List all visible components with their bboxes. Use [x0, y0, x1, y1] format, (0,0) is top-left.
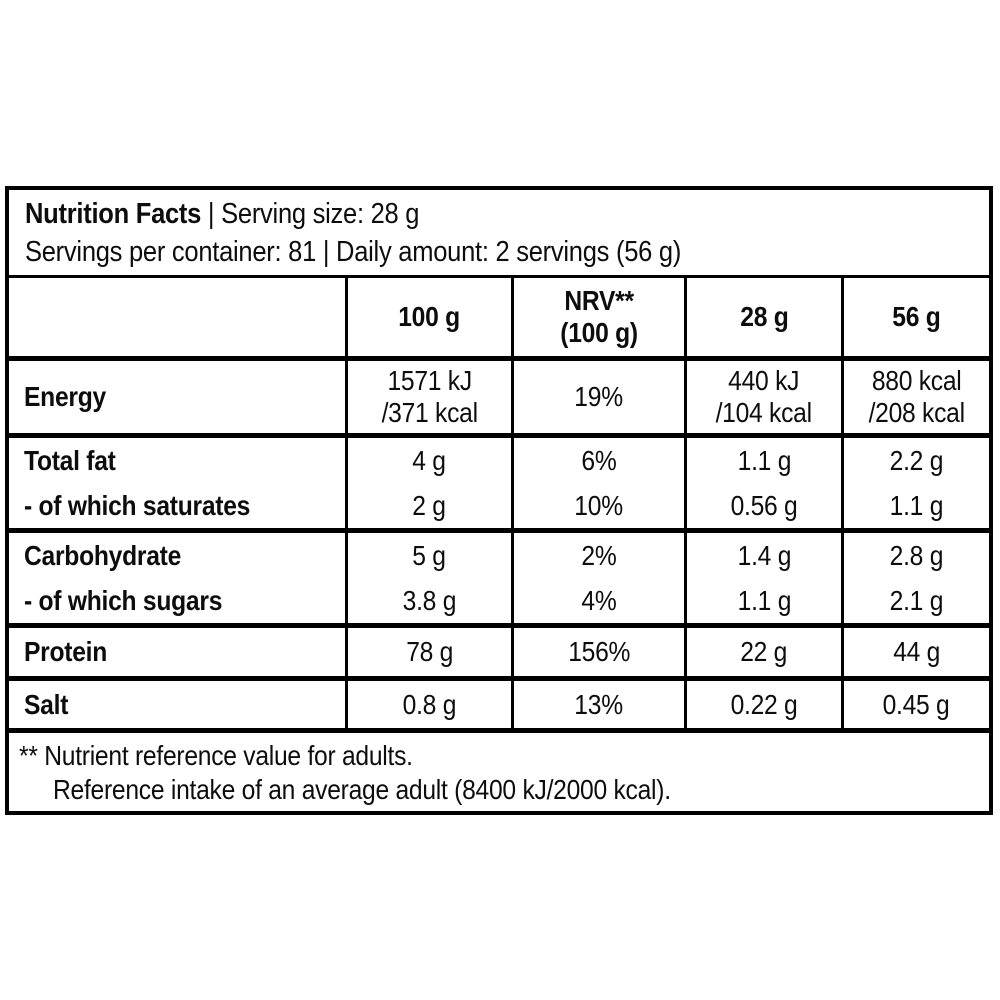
total-fat-per-28g: 1.1 g: [684, 438, 841, 484]
total-fat-per-56g: 2.2 g: [841, 438, 989, 484]
row-saturates: - of which saturates 2 g 10% 0.56 g 1.1 …: [9, 484, 989, 528]
protein-per-56g: 44 g: [841, 628, 989, 676]
row-carbohydrate: Carbohydrate 5 g 2% 1.4 g 2.8 g: [9, 533, 989, 579]
saturates-per-28g: 0.56 g: [684, 484, 841, 528]
protein-per-100g: 78 g: [345, 628, 511, 676]
column-header-row: 100 g NRV** (100 g) 28 g 56 g: [9, 278, 989, 361]
footnote-line-2: Reference intake of an average adult (84…: [53, 774, 671, 805]
carbohydrate-per-100g: 5 g: [345, 533, 511, 579]
salt-per-56g: 0.45 g: [841, 681, 989, 728]
column-header-100g: 100 g: [345, 278, 511, 356]
column-header-empty: [9, 278, 345, 356]
row-sugars: - of which sugars 3.8 g 4% 1.1 g 2.1 g: [9, 579, 989, 623]
sugars-per-100g: 3.8 g: [345, 579, 511, 623]
salt-per-100g: 0.8 g: [345, 681, 511, 728]
carbohydrate-nrv: 2%: [511, 533, 684, 579]
sugars-per-56g: 2.1 g: [841, 579, 989, 623]
footnote-line-1: ** Nutrient reference value for adults.: [19, 740, 413, 771]
sugars-label: - of which sugars: [24, 585, 223, 616]
nutrition-facts-title: Nutrition Facts: [25, 198, 202, 230]
saturates-per-100g: 2 g: [345, 484, 511, 528]
energy-per-100g: 1571 kJ /371 kcal: [345, 361, 511, 433]
column-header-28g: 28 g: [684, 278, 841, 356]
sugars-per-28g: 1.1 g: [684, 579, 841, 623]
total-fat-per-100g: 4 g: [345, 438, 511, 484]
fat-group: Total fat 4 g 6% 1.1 g 2.2 g - of which …: [9, 438, 989, 533]
salt-nrv: 13%: [511, 681, 684, 728]
table-title-block: Nutrition Facts | Serving size: 28 g Ser…: [9, 190, 989, 278]
saturates-label: - of which saturates: [24, 490, 251, 521]
servings-per-container-text: Servings per container: 81 | Daily amoun…: [25, 236, 682, 268]
energy-nrv: 19%: [511, 361, 684, 433]
protein-nrv: 156%: [511, 628, 684, 676]
row-total-fat: Total fat 4 g 6% 1.1 g 2.2 g: [9, 438, 989, 484]
carbohydrate-label: Carbohydrate: [24, 540, 182, 571]
title-line-1: Nutrition Facts | Serving size: 28 g: [25, 195, 989, 233]
carbohydrate-group: Carbohydrate 5 g 2% 1.4 g 2.8 g - of whi…: [9, 533, 989, 628]
column-header-56g: 56 g: [841, 278, 989, 356]
total-fat-nrv: 6%: [511, 438, 684, 484]
saturates-per-56g: 1.1 g: [841, 484, 989, 528]
title-separator: |: [201, 198, 222, 230]
energy-per-28g: 440 kJ /104 kcal: [684, 361, 841, 433]
carbohydrate-per-56g: 2.8 g: [841, 533, 989, 579]
total-fat-label: Total fat: [24, 445, 116, 476]
nutrition-facts-table: Nutrition Facts | Serving size: 28 g Ser…: [5, 186, 993, 815]
saturates-nrv: 10%: [511, 484, 684, 528]
row-salt: Salt 0.8 g 13% 0.22 g 0.45 g: [9, 681, 989, 733]
protein-label: Protein: [24, 636, 108, 667]
footnote-block: ** Nutrient reference value for adults. …: [9, 733, 989, 811]
protein-per-28g: 22 g: [684, 628, 841, 676]
row-energy: Energy 1571 kJ /371 kcal 19% 440 kJ /104…: [9, 361, 989, 438]
salt-label: Salt: [24, 688, 69, 720]
title-line-2: Servings per container: 81 | Daily amoun…: [25, 233, 989, 271]
row-protein: Protein 78 g 156% 22 g 44 g: [9, 628, 989, 681]
serving-size-text: Serving size: 28 g: [221, 198, 420, 230]
column-header-nrv: NRV** (100 g): [511, 278, 684, 356]
energy-per-56g: 880 kcal /208 kcal: [841, 361, 989, 433]
energy-label: Energy: [24, 381, 106, 412]
salt-per-28g: 0.22 g: [684, 681, 841, 728]
carbohydrate-per-28g: 1.4 g: [684, 533, 841, 579]
sugars-nrv: 4%: [511, 579, 684, 623]
